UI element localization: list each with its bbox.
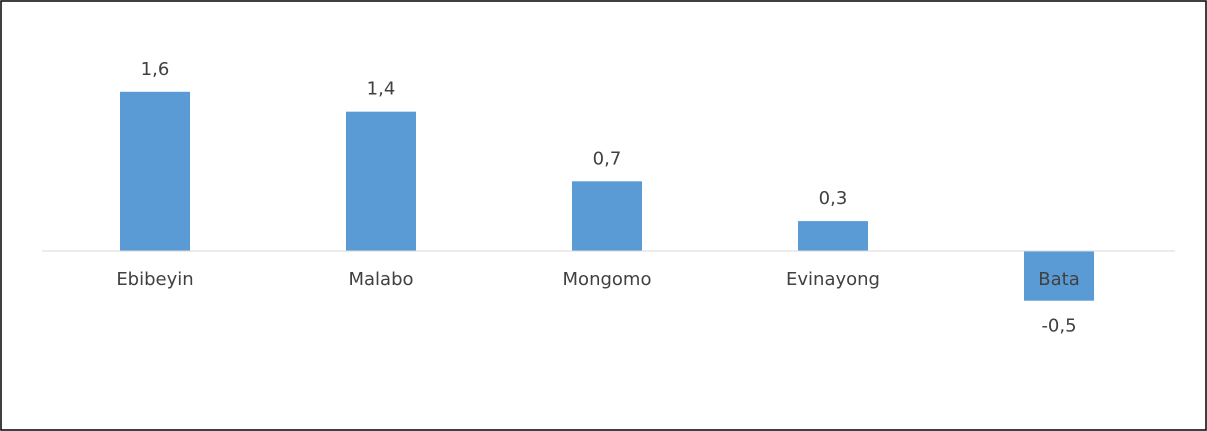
x-tick-label: Mongomo [563,269,652,290]
data-label: 0,7 [593,148,622,169]
x-tick-label: Ebibeyin [116,269,193,290]
data-label: -0,5 [1041,316,1076,337]
data-label: 1,4 [367,79,396,100]
data-label: 1,6 [141,59,170,80]
bar [798,221,868,251]
x-tick-label: Malabo [348,269,413,290]
bar [572,181,642,251]
x-tick-label: Evinayong [786,269,880,290]
bar [1024,250,1094,301]
bar [120,91,190,251]
x-tick-label: Bata [1038,269,1079,290]
data-label: 0,3 [819,188,848,209]
bar [346,111,416,251]
